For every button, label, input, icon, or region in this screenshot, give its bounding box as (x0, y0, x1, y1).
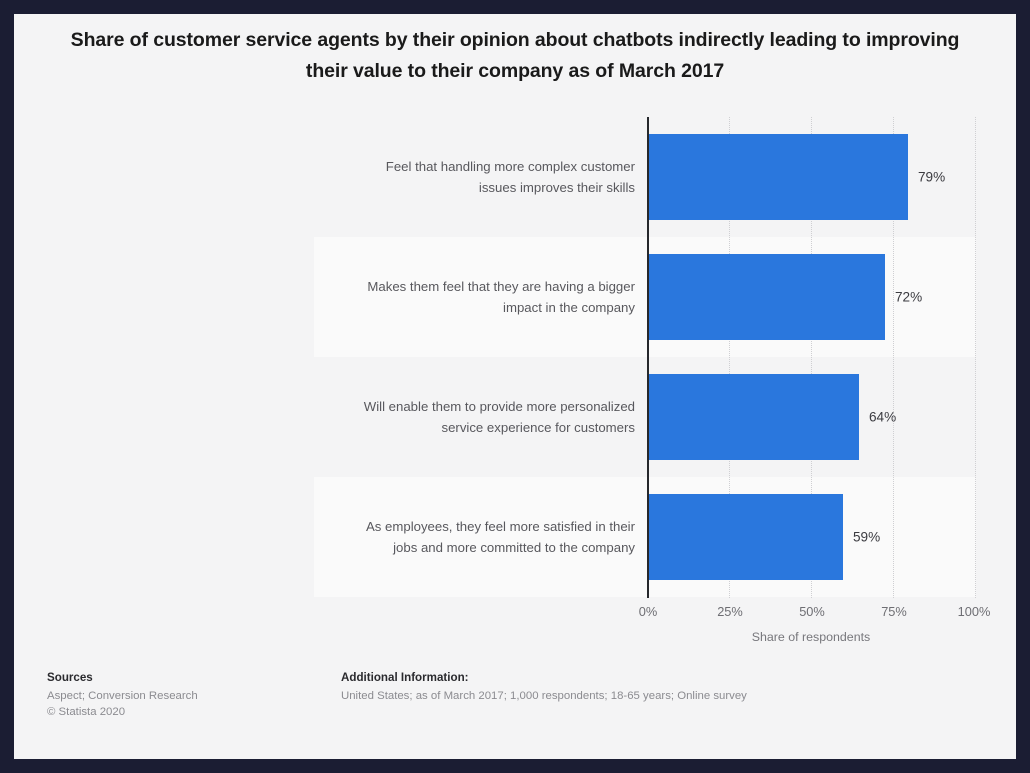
category-label: Will enable them to provide more persona… (305, 396, 635, 438)
category-label-line: Will enable them to provide more persona… (363, 399, 635, 414)
sources-heading: Sources (47, 671, 93, 684)
category-label-line: service experience for customers (441, 420, 636, 435)
category-label-line: Makes them feel that they are having a b… (367, 279, 635, 294)
chart-row: Will enable them to provide more persona… (14, 357, 1016, 477)
chart-canvas: Share of customer service agents by thei… (14, 14, 1016, 759)
category-label: Makes them feel that they are having a b… (305, 276, 635, 318)
row-band (314, 357, 976, 477)
bar-series-3[interactable] (649, 374, 859, 460)
bar-series-2[interactable] (649, 254, 885, 340)
x-axis-title: Share of respondents (751, 630, 871, 644)
copyright-text: © Statista 2020 (47, 705, 126, 718)
row-band (314, 477, 976, 597)
bar-series-1[interactable] (649, 134, 908, 220)
bar-value-label: 59% (853, 529, 881, 545)
chart-row: As employees, they feel more satisfied i… (14, 477, 1016, 597)
bar-chart: Feel that handling more complex customer… (14, 14, 1016, 759)
category-label-line: Feel that handling more complex customer (385, 159, 635, 174)
gridline-50 (811, 117, 813, 598)
category-label-line: impact in the company (503, 300, 635, 315)
xtick-0: 0% (638, 604, 658, 619)
y-axis-line (647, 117, 649, 598)
bar-series-4[interactable] (649, 494, 843, 580)
xtick-25: 25% (717, 604, 743, 619)
category-label-line: jobs and more committed to the company (393, 540, 635, 555)
category-label: As employees, they feel more satisfied i… (305, 516, 635, 558)
page-title: Share of customer service agents by thei… (70, 29, 960, 82)
category-label-line: issues improves their skills (478, 180, 635, 195)
xtick-100: 100% (957, 604, 991, 619)
gridline-75 (893, 117, 895, 598)
xtick-50: 50% (799, 604, 825, 619)
additional-information-heading: Additional Information: (341, 671, 469, 684)
category-label: Feel that handling more complex customer… (305, 156, 635, 198)
bar-value-label: 72% (895, 289, 923, 305)
sources-block: Sources Aspect; Conversion Research © St… (47, 671, 347, 720)
xtick-75: 75% (881, 604, 907, 619)
bar-value-label: 64% (869, 409, 897, 425)
bar-value-label: 79% (918, 169, 946, 185)
chart-row: Feel that handling more complex customer… (14, 117, 1016, 237)
gridline-100 (975, 117, 977, 598)
sources-list: Aspect; Conversion Research (47, 690, 198, 702)
chart-row: Makes them feel that they are having a b… (14, 237, 1016, 357)
additional-information-text: United States; as of March 2017; 1,000 r… (341, 690, 747, 702)
category-label-line: As employees, they feel more satisfied i… (365, 519, 635, 534)
additional-information-block: Additional Information: United States; a… (341, 671, 981, 705)
gridline-25 (729, 117, 731, 598)
